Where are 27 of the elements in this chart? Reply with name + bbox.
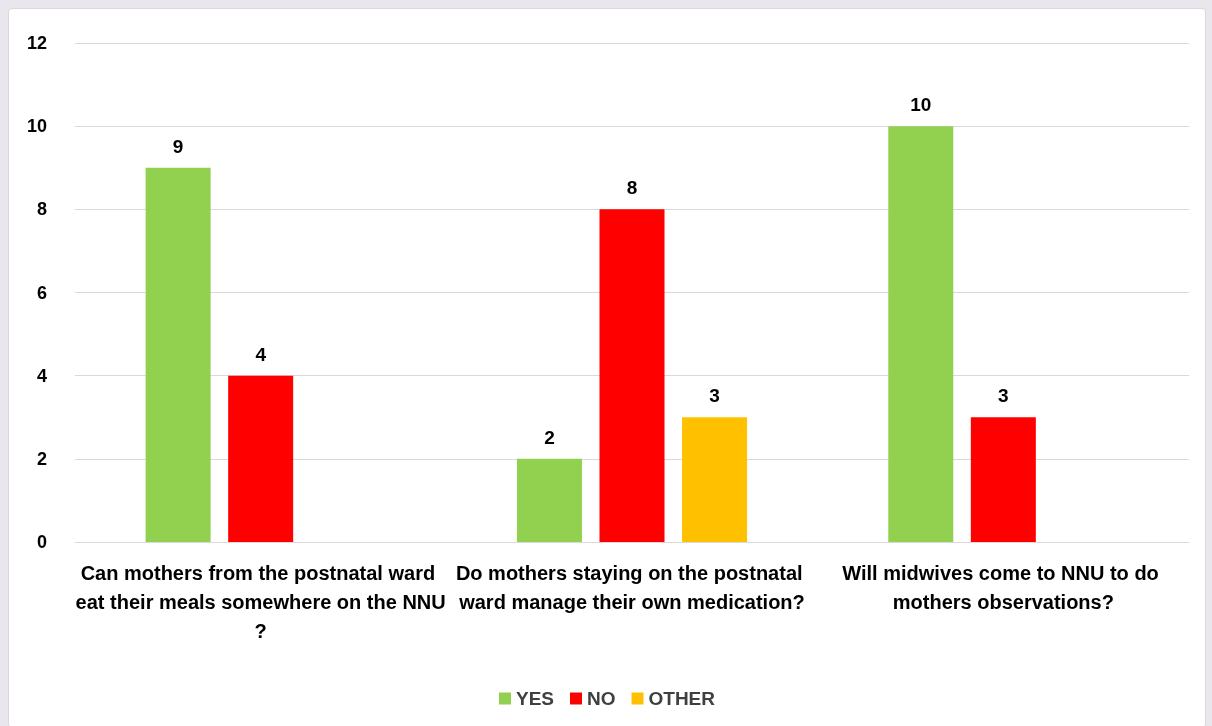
y-tick-label: 12 [26,33,47,53]
bar [682,417,748,542]
data-label: 3 [998,385,1009,407]
y-tick-label: 4 [36,365,47,386]
data-label: 8 [626,177,638,199]
bar [228,375,294,542]
bar [516,458,582,542]
data-label: 4 [255,343,267,365]
y-tick-label: 8 [36,199,47,220]
bar [970,417,1036,542]
data-label: 3 [709,385,720,407]
bar [599,209,665,542]
y-tick-label: 0 [36,532,47,552]
x-tick-label: Will midwives come to NNU to do mothers observations? [842,561,1165,613]
x-tick-label: Do mothers staying on the postnatal ward manage their own medication? [455,561,809,613]
data-label: 9 [172,135,184,157]
x-tick-label: Can mothers from the postnatal ward eat their meals somewhere on the NNU? [75,561,446,642]
bar [145,167,211,542]
data-label: 10 [910,94,932,116]
y-tick-label: 2 [36,448,47,469]
data-label: 2 [544,426,555,448]
y-tick-label: 10 [26,116,47,137]
legend-label: NO [587,688,616,709]
bar [888,126,954,542]
y-tick-label: 6 [36,282,47,303]
legend-label: OTHER [648,688,716,709]
legend-label: YES [515,688,555,709]
